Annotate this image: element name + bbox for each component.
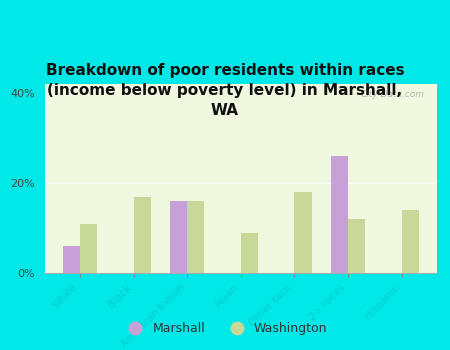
Bar xyxy=(401,210,419,273)
Bar xyxy=(63,246,80,273)
Bar xyxy=(348,219,365,273)
Bar xyxy=(170,201,187,273)
Text: Breakdown of poor residents within races
(income below poverty level) in Marshal: Breakdown of poor residents within races… xyxy=(46,63,404,118)
Bar xyxy=(241,232,258,273)
Legend: Marshall, Washington: Marshall, Washington xyxy=(117,317,333,340)
Bar xyxy=(134,196,151,273)
Bar xyxy=(80,224,97,273)
Bar xyxy=(331,156,348,273)
Bar xyxy=(187,201,204,273)
Text: City-Data.com: City-Data.com xyxy=(361,90,425,99)
Bar xyxy=(294,192,311,273)
